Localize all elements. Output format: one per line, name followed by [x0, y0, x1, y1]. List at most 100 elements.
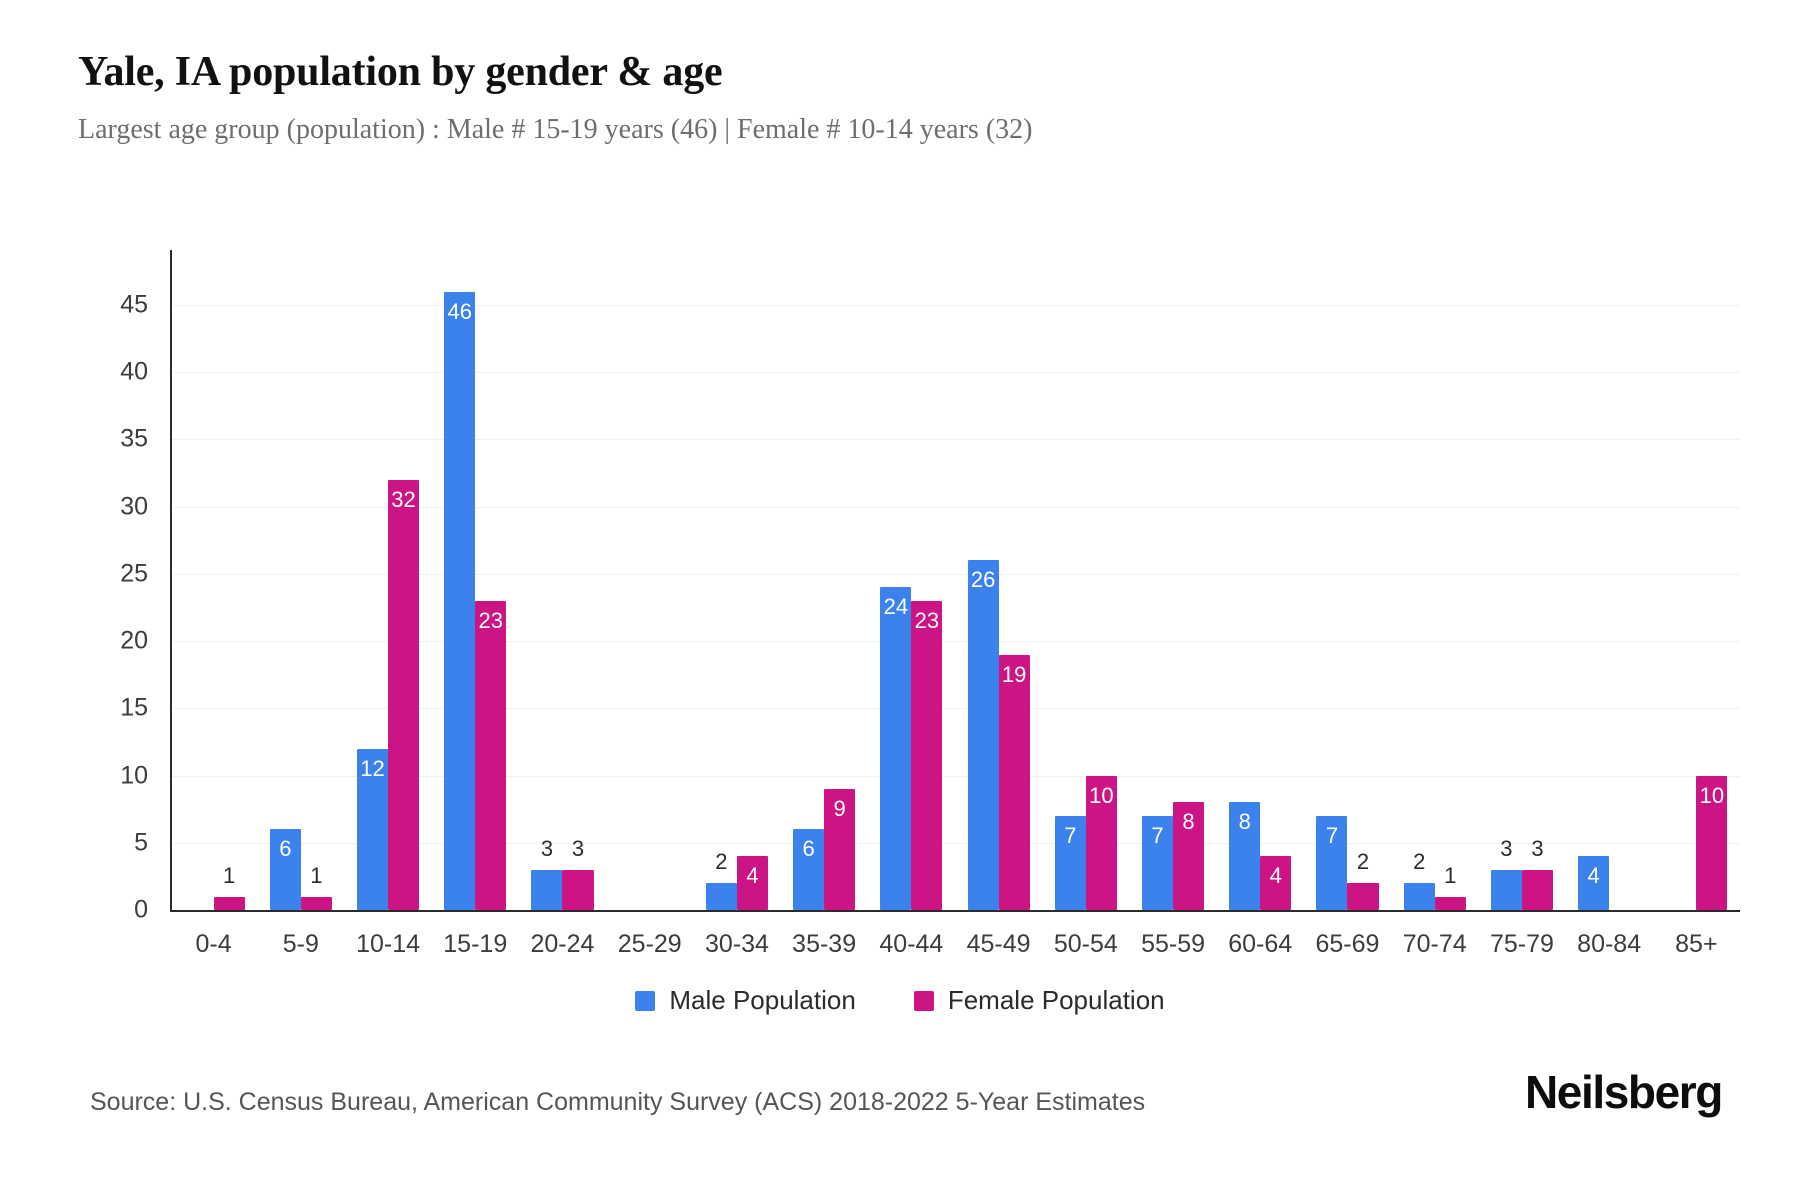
- bar-male-20-24[interactable]: 3: [531, 837, 563, 910]
- bar-female-0-4[interactable]: 1: [213, 864, 245, 910]
- gridline-10: [170, 775, 1740, 777]
- source-note: Source: U.S. Census Bureau, American Com…: [90, 1088, 1146, 1116]
- bar-value-label: 23: [914, 607, 940, 633]
- bar-value-label: 1: [222, 862, 236, 888]
- bar-value-label: 8: [1182, 809, 1195, 835]
- bar-value-label: 4: [1587, 863, 1600, 889]
- bar-female-60-64[interactable]: 4: [1260, 856, 1292, 910]
- y-axis-tick-35: 35: [120, 424, 148, 453]
- bar-value-label: 1: [1444, 862, 1457, 888]
- bar-value-label: 3: [571, 835, 585, 861]
- bar-group-25-29: [616, 250, 684, 910]
- bar-value-label: 4: [746, 863, 759, 889]
- x-axis-tick-35-39: 35-39: [792, 930, 857, 958]
- bar-group-40-44: 24 23: [877, 250, 945, 910]
- bar-male-55-59[interactable]: 7: [1142, 815, 1174, 910]
- bar-female-40-44[interactable]: 23: [911, 600, 943, 910]
- y-axis-tick-5: 5: [134, 828, 148, 857]
- bar-male-75-79[interactable]: 3: [1490, 837, 1522, 910]
- bar-female-55-59[interactable]: 8: [1173, 802, 1205, 910]
- bar-value-label: 24: [883, 594, 909, 620]
- gridline-30: [170, 506, 1740, 508]
- chart-legend: Male Population Female Population: [0, 985, 1800, 1016]
- bar-male-30-34[interactable]: 2: [705, 851, 737, 910]
- bar-female-20-24[interactable]: 3: [562, 837, 594, 910]
- brand-logo: Neilsberg: [1524, 1066, 1723, 1118]
- bar-value-label: 1: [310, 862, 323, 888]
- y-axis-tick-20: 20: [120, 626, 148, 655]
- legend-item-male-population[interactable]: Male Population: [635, 985, 856, 1016]
- bar-male-50-54[interactable]: 7: [1054, 815, 1086, 910]
- bar-male-60-64[interactable]: 8: [1229, 802, 1261, 910]
- bar-female-45-49[interactable]: 19: [998, 654, 1030, 910]
- bar-value-label: 9: [833, 796, 846, 821]
- bar-female-15-19[interactable]: 23: [475, 600, 507, 910]
- bar-value-label: 2: [1356, 849, 1370, 875]
- y-axis-tick-40: 40: [120, 357, 148, 386]
- legend-swatch-icon: [635, 990, 656, 1011]
- bar-female-75-79[interactable]: 3: [1521, 837, 1553, 910]
- bar-value-label: 12: [360, 755, 385, 781]
- bar-female-50-54[interactable]: 10: [1085, 775, 1117, 910]
- bar-group-80-84: 4: [1575, 250, 1643, 910]
- bar-value-label: 2: [1413, 849, 1426, 875]
- bar-male-45-49[interactable]: 26: [967, 560, 999, 910]
- bar-male-65-69[interactable]: 7: [1316, 815, 1348, 910]
- legend-label: Female Population: [947, 985, 1165, 1015]
- x-axis-tick-25-29: 25-29: [617, 930, 682, 958]
- x-axis-tick-50-54: 50-54: [1053, 930, 1118, 958]
- gridline-25: [170, 573, 1740, 575]
- bar-value-label: 7: [1151, 822, 1164, 848]
- bar-value-label: 6: [279, 836, 292, 862]
- bar-value-label: 6: [802, 836, 815, 862]
- bar-female-5-9[interactable]: 1: [300, 864, 332, 910]
- gridline-45: [170, 305, 1740, 306]
- bar-value-label: 7: [1064, 822, 1077, 848]
- bar-group-85+: 10: [1662, 250, 1730, 910]
- bar-value-label: 3: [540, 835, 554, 861]
- legend-item-female-population[interactable]: Female Population: [913, 985, 1165, 1016]
- bar-male-80-84[interactable]: 4: [1578, 856, 1610, 910]
- bar-male-10-14[interactable]: 12: [357, 748, 389, 910]
- x-axis-tick-0-4: 0-4: [195, 930, 232, 958]
- gridline-5: [170, 842, 1740, 844]
- gridline-15: [170, 708, 1740, 710]
- bar-group-0-4: 1: [180, 250, 248, 910]
- x-axis-tick-45-49: 45-49: [966, 930, 1031, 958]
- chart-gridlines: [170, 250, 1740, 910]
- bar-male-40-44[interactable]: 24: [880, 587, 912, 910]
- y-axis-tick-25: 25: [120, 559, 148, 588]
- bar-male-35-39[interactable]: 6: [793, 829, 825, 910]
- bar-value-label: 4: [1269, 863, 1282, 889]
- x-axis-tick-20-24: 20-24: [530, 930, 595, 958]
- bar-value-label: 23: [478, 607, 504, 633]
- x-axis-tick-labels: 0-4 5-9 10-14 15-19 20-24 25-29 30-34 35-39 40-4…: [170, 922, 1740, 972]
- bar-male-70-74[interactable]: 2: [1403, 851, 1435, 910]
- gridline-35: [170, 439, 1740, 441]
- x-axis-tick-55-59: 55-59: [1141, 930, 1206, 958]
- bar-male-5-9[interactable]: 6: [269, 829, 301, 910]
- bar-group-45-49: 26 19: [965, 250, 1033, 910]
- bar-female-35-39[interactable]: 9: [824, 789, 856, 910]
- bar-value-label: 32: [391, 486, 416, 512]
- bar-female-10-14[interactable]: 32: [388, 479, 420, 910]
- bar-female-30-34[interactable]: 4: [736, 856, 768, 910]
- bar-female-85+[interactable]: 10: [1696, 775, 1728, 910]
- x-axis-tick-5-9: 5-9: [282, 930, 319, 958]
- bar-value-label: 2: [715, 849, 728, 875]
- legend-label: Male Population: [669, 985, 856, 1015]
- x-axis-tick-80-84: 80-84: [1577, 930, 1642, 958]
- bar-group-50-54: 7 10: [1052, 250, 1120, 910]
- bar-female-65-69[interactable]: 2: [1347, 851, 1379, 910]
- bar-group-15-19: 46 23: [441, 250, 509, 910]
- x-axis-tick-65-69: 65-69: [1315, 930, 1380, 958]
- bar-male-15-19[interactable]: 46: [444, 291, 476, 910]
- x-axis-tick-40-44: 40-44: [879, 930, 944, 958]
- bar-female-70-74[interactable]: 1: [1434, 864, 1466, 910]
- x-axis-tick-70-74: 70-74: [1402, 930, 1467, 958]
- y-axis-tick-30: 30: [120, 492, 148, 521]
